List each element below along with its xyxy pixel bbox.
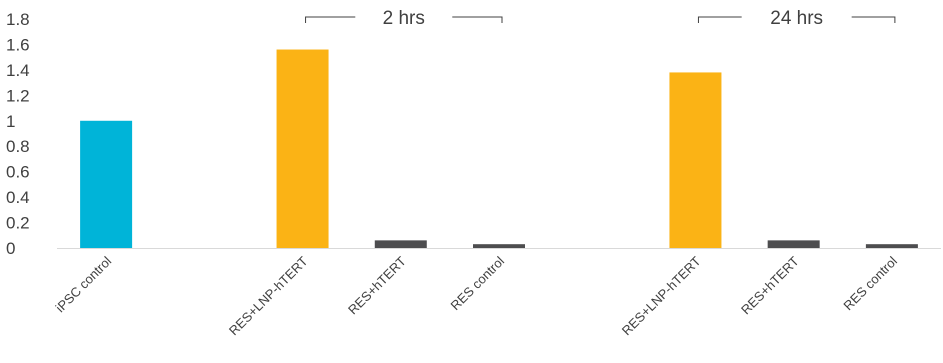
y-tick-label: 1 [6, 112, 15, 131]
group-label: 24 hrs [770, 8, 823, 29]
bars [80, 49, 918, 249]
y-tick-label: 0.4 [6, 188, 30, 207]
bar-9 [865, 244, 918, 248]
y-tick-label: 0.8 [6, 137, 30, 156]
group-brackets: 2 hrs 24 hrs [305, 8, 896, 29]
x-tick-label: RES+LNP-hTERT [226, 253, 311, 338]
x-tick-label: RES+LNP-hTERT [619, 253, 704, 338]
y-tick-label: 1.8 [6, 10, 30, 29]
bar-4 [374, 240, 427, 248]
x-tick-label: RES control [840, 253, 900, 313]
x-tick-label: iPSC control [53, 253, 115, 315]
y-tick-label: 1.4 [6, 61, 30, 80]
group-bracket-left [305, 16, 356, 23]
y-tick-label: 0.2 [6, 214, 30, 233]
x-tick-label: RES+hTERT [345, 253, 409, 317]
group-label: 2 hrs [383, 8, 425, 29]
group-bracket-right [452, 16, 503, 23]
bar-7 [669, 72, 722, 248]
bar-8 [767, 240, 820, 248]
bar-5 [473, 244, 525, 248]
x-axis-labels: iPSC control RES+LNP-hTERT RES+hTERT RES co… [53, 253, 901, 338]
y-tick-label: 1.2 [6, 86, 30, 105]
x-tick-label: RES control [447, 253, 507, 313]
y-tick-label: 0 [6, 239, 15, 258]
x-tick-label: RES+hTERT [738, 253, 802, 317]
bar-3 [276, 49, 329, 249]
group-bracket-right [851, 16, 896, 23]
group-bracket-left [697, 16, 742, 23]
y-tick-label: 1.6 [6, 35, 30, 54]
y-axis: 0 0.2 0.4 0.6 0.8 1 1.2 1.4 1.6 1.8 [6, 10, 30, 258]
bar-1 [80, 120, 133, 248]
y-tick-label: 0.6 [6, 163, 30, 182]
